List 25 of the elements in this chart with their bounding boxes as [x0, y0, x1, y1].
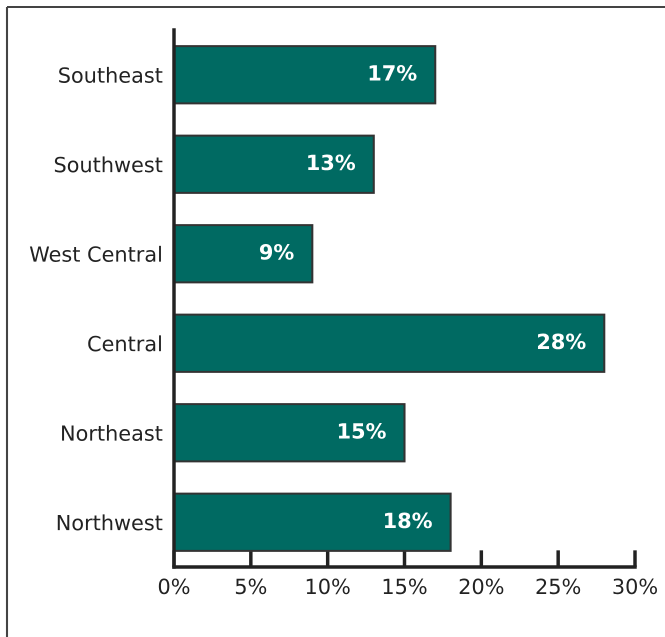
y-tick-label: West Central	[30, 246, 161, 262]
data-label: 13%	[308, 154, 356, 170]
x-tick-label: 15%	[384, 578, 427, 594]
bar	[174, 224, 314, 284]
y-tick-label: Southeast	[59, 66, 162, 83]
y-tick-label: Southwest	[54, 156, 162, 172]
data-label: 9%	[260, 244, 294, 260]
x-tick-label: 20%	[460, 578, 504, 594]
x-tick-label: 0%	[158, 578, 190, 594]
bar	[174, 45, 436, 104]
data-label: 28%	[538, 334, 586, 350]
bar	[174, 492, 452, 552]
data-label: 15%	[338, 423, 386, 439]
x-tick-label: 30%	[613, 578, 658, 594]
y-tick-label: Northwest	[58, 514, 162, 530]
y-tick-label: Northeast	[62, 424, 162, 441]
x-tick-label: 5%	[236, 578, 266, 594]
bar	[174, 314, 606, 373]
x-tick-label: 10%	[306, 578, 350, 594]
x-tick-label: 25%	[536, 578, 580, 594]
y-tick-label: Central	[88, 335, 161, 352]
bar	[174, 134, 375, 194]
data-label: 17%	[370, 65, 417, 81]
data-label: 18%	[385, 512, 432, 528]
bar	[174, 403, 406, 462]
